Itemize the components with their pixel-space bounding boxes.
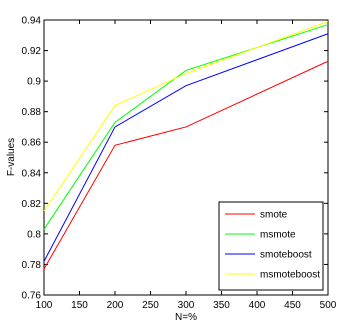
y-tick-label: 0.76 (22, 291, 42, 302)
y-tick-label: 0.88 (22, 107, 42, 118)
y-tick-label: 0.9 (27, 77, 41, 88)
x-tick-label: 500 (320, 300, 337, 311)
y-tick-label: 0.78 (22, 260, 42, 271)
legend-label-msmoteboost: msmoteboost (260, 270, 320, 281)
x-tick-label: 100 (36, 300, 53, 311)
series-line-msmoteboost (43, 21, 329, 212)
legend-label-smoteboost: smoteboost (260, 250, 312, 261)
x-tick-label: 400 (249, 300, 266, 311)
x-tick-label: 250 (142, 300, 159, 311)
x-tick-label: 350 (213, 300, 230, 311)
y-tick-label: 0.94 (22, 16, 42, 27)
x-tick-label: 300 (178, 300, 195, 311)
y-axis-label: F-values (6, 138, 17, 176)
x-tick-label: 200 (107, 300, 124, 311)
x-tick-label: 150 (71, 300, 88, 311)
series-line-smoteboost (43, 33, 329, 262)
y-tick-label: 0.8 (27, 229, 41, 240)
x-tick-label: 450 (284, 300, 301, 311)
y-tick-label: 0.82 (22, 199, 42, 210)
y-tick-label: 0.86 (22, 138, 42, 149)
y-tick-label: 0.84 (22, 168, 42, 179)
legend-label-smote: smote (260, 210, 288, 221)
legend-box (218, 201, 324, 291)
x-axis-label: N=% (175, 312, 197, 323)
series-line-smote (43, 60, 329, 270)
y-tick-label: 0.92 (22, 46, 42, 57)
legend-label-msmote: msmote (260, 230, 296, 241)
